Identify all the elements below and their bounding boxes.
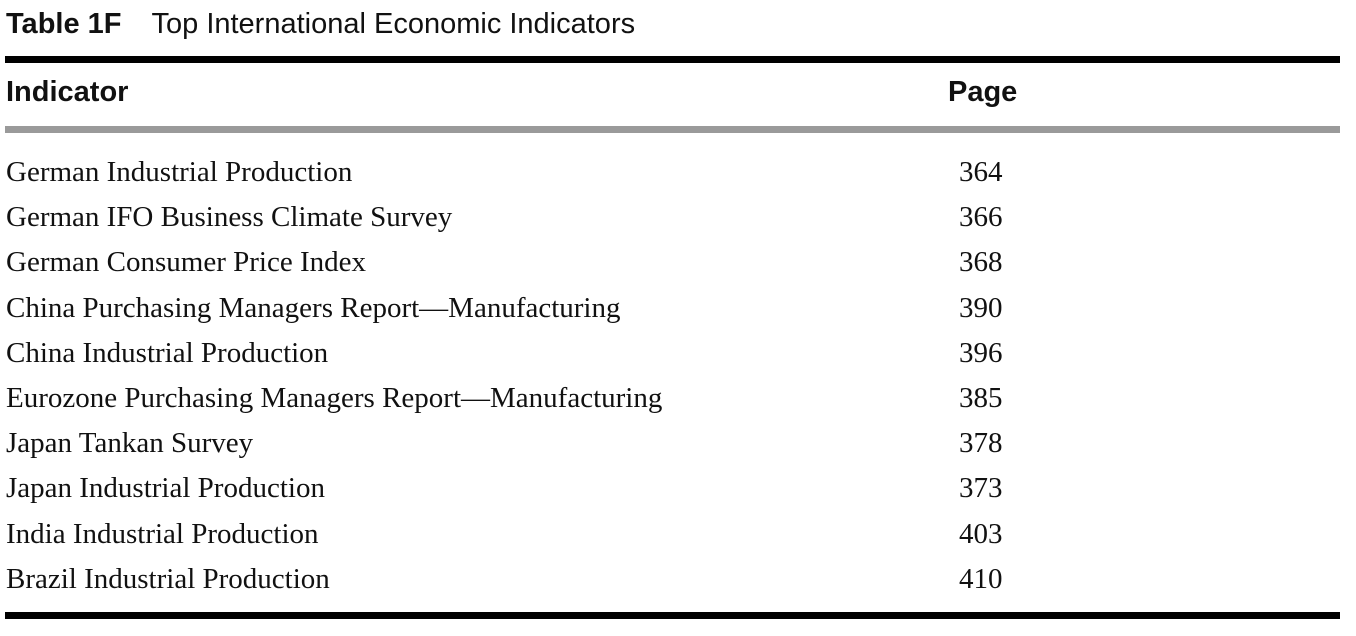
page-cell: 364 [959,156,1003,188]
indicator-cell: Brazil Industrial Production [6,562,330,595]
page-cell: 403 [959,517,1003,550]
indicator-cell: China Industrial Production [6,336,329,369]
indicator-cell: Japan Industrial Production [6,472,325,505]
table-row: Japan Industrial Production 373 [0,468,1356,513]
indicator-cell: India Industrial Production [6,517,319,550]
table-row: German Consumer Price Index 368 [0,242,1356,287]
table-row: Eurozone Purchasing Managers Report—Manu… [0,378,1356,423]
bottom-rule [5,612,1340,619]
page-cell: 385 [959,381,1003,414]
table-row: India Industrial Production 403 [0,514,1356,559]
table-row: Brazil Industrial Production 410 [0,559,1356,604]
table-caption: Table 1F Top International Economic Indi… [6,4,635,44]
table-row: China Industrial Production 396 [0,333,1356,378]
table-header: Indicator Page [0,70,1356,118]
header-indicator: Indicator [6,76,129,108]
table-number: Table 1F [6,7,122,40]
page-cell: 378 [959,427,1003,460]
indicator-cell: German Consumer Price Index [6,246,366,279]
page-cell: 390 [959,291,1003,324]
top-rule [5,56,1340,63]
table-body: German Industrial Production 364 German … [0,152,1356,604]
table-row: German Industrial Production 364 [0,152,1356,197]
indicator-cell: German Industrial Production [6,156,353,188]
table-row: German IFO Business Climate Survey 366 [0,197,1356,242]
page-cell: 368 [959,246,1003,279]
indicator-cell: German IFO Business Climate Survey [6,201,453,234]
indicator-cell: Japan Tankan Survey [6,427,254,460]
page-cell: 396 [959,336,1003,369]
indicator-cell: China Purchasing Managers Report—Manufac… [6,291,621,324]
table-title: Top International Economic Indicators [151,7,636,40]
table-row: China Purchasing Managers Report—Manufac… [0,288,1356,333]
page-cell: 410 [959,562,1003,595]
page-cell: 366 [959,201,1003,234]
table-row: Japan Tankan Survey 378 [0,423,1356,468]
page-cell: 373 [959,472,1003,505]
indicator-cell: Eurozone Purchasing Managers Report—Manu… [6,381,663,414]
header-rule [5,126,1340,133]
header-page: Page [948,76,1018,108]
